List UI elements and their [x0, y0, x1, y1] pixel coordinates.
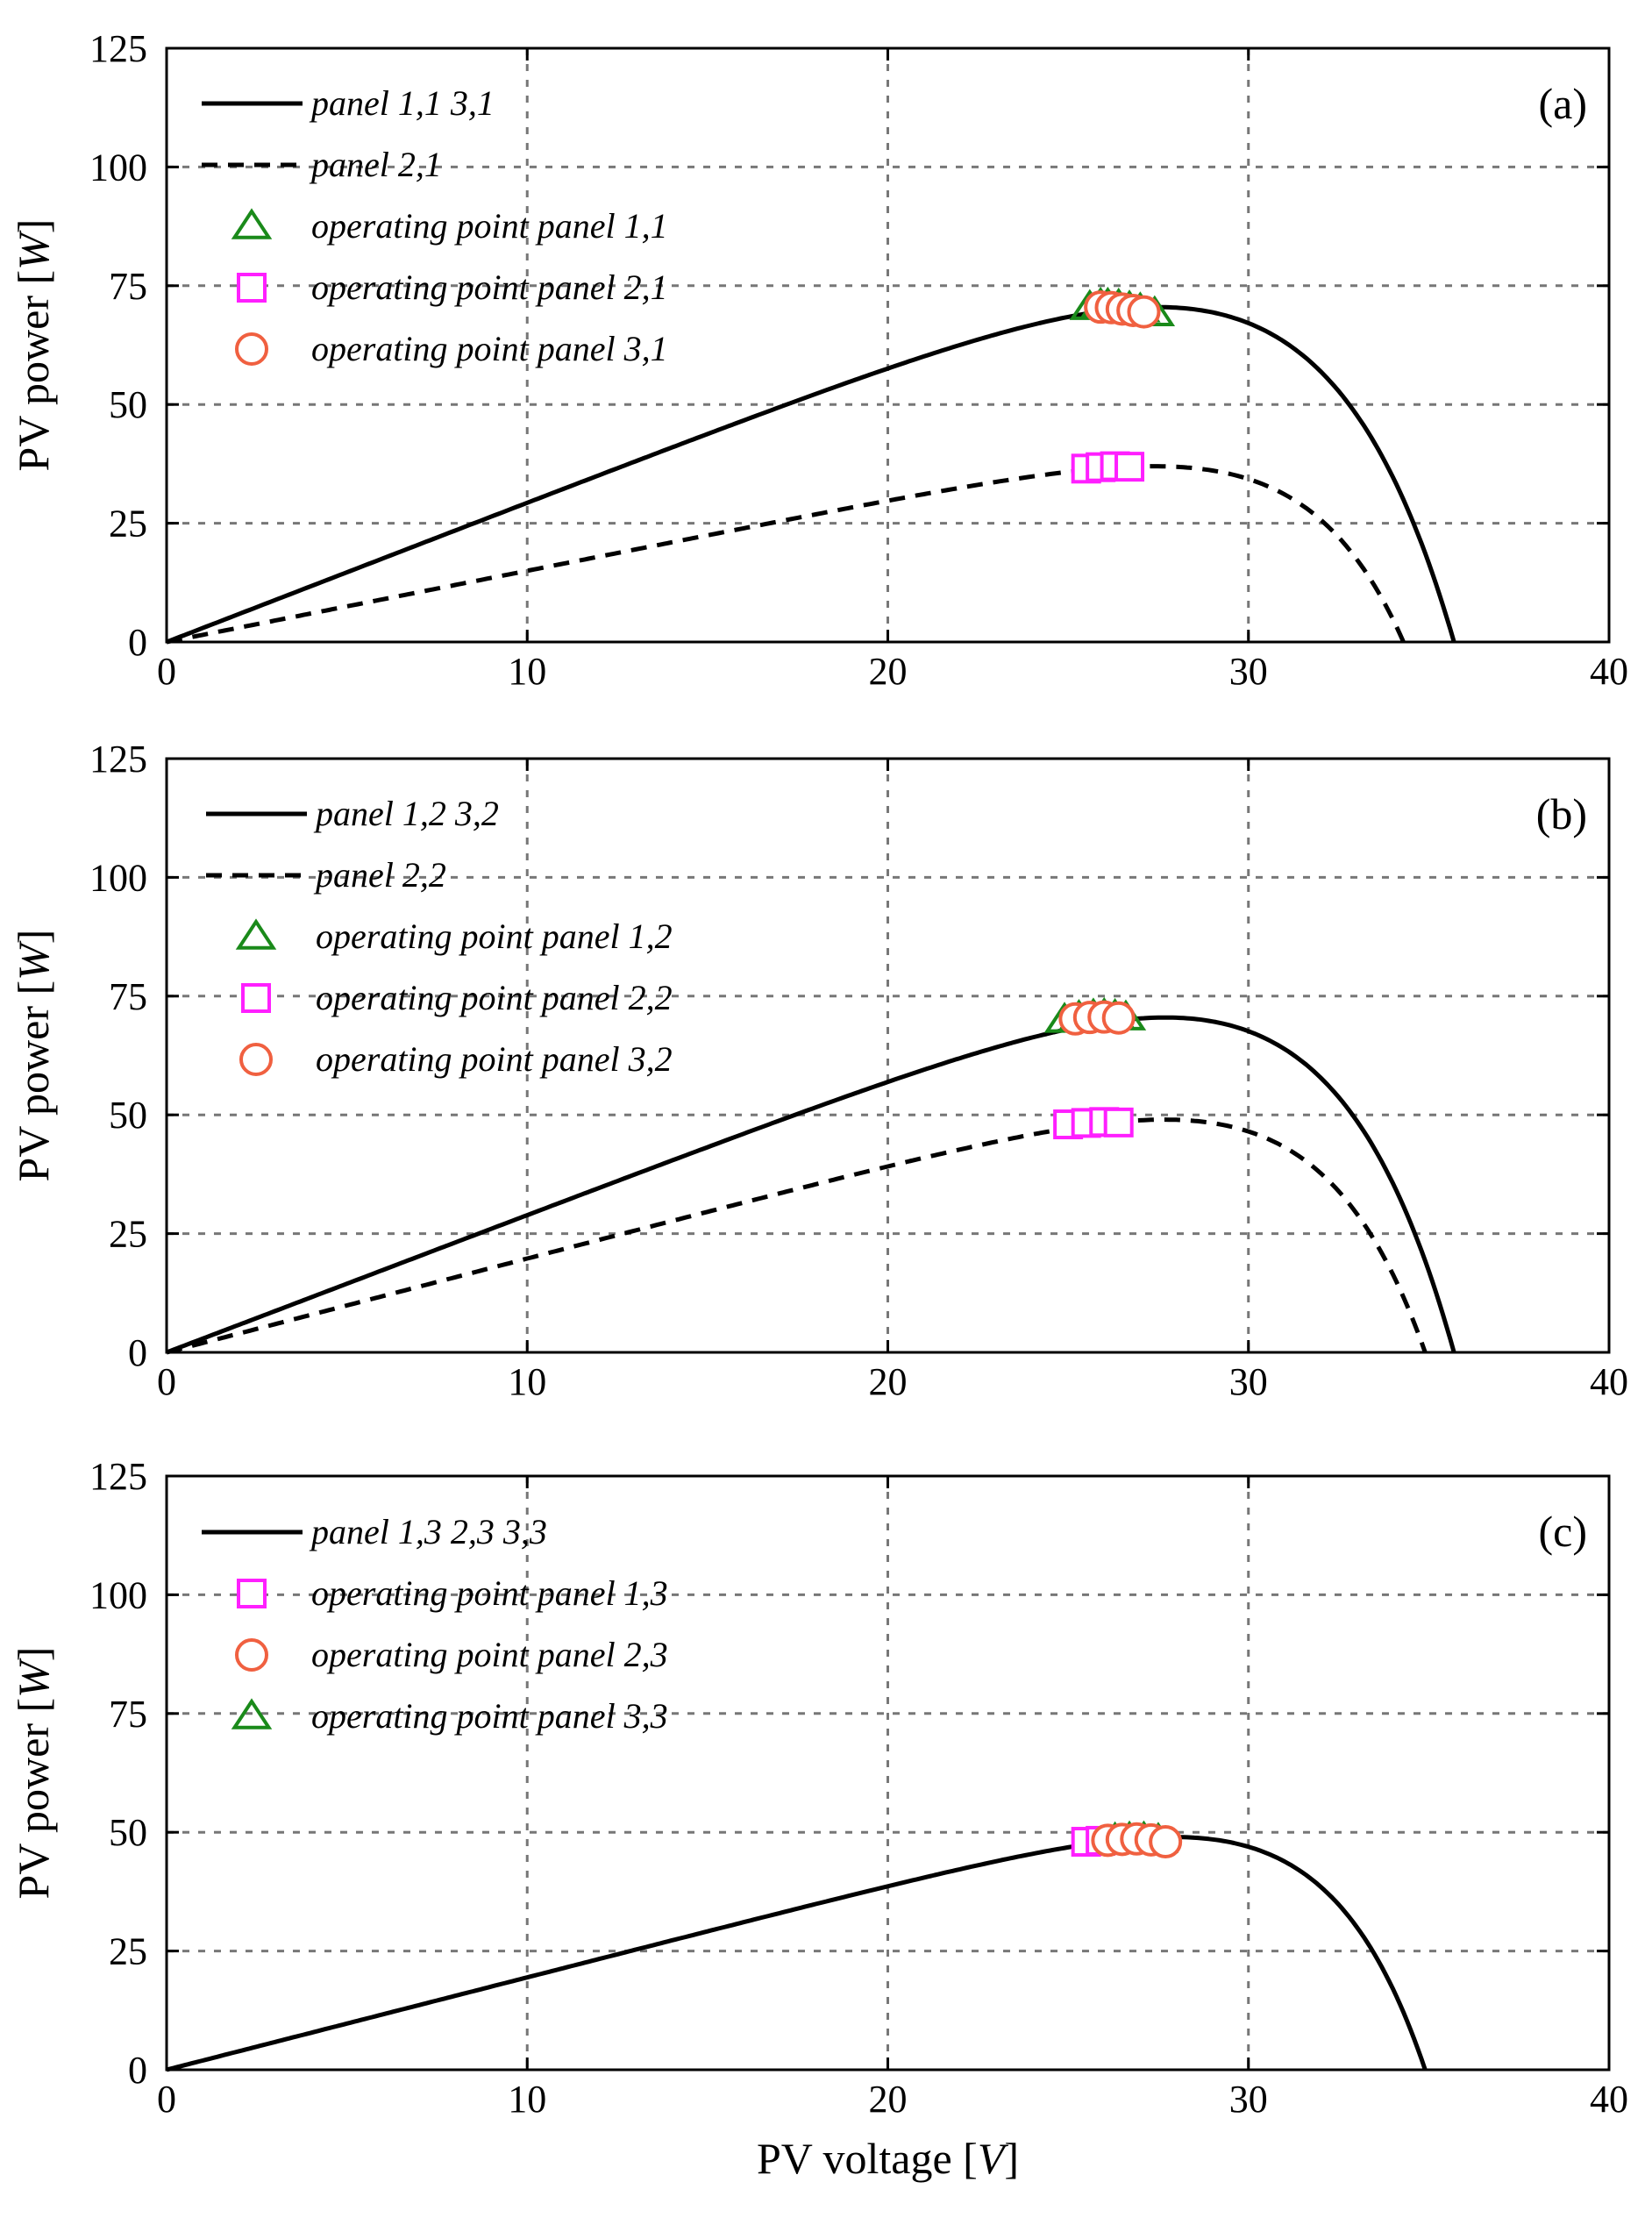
y-tick-label: 25 — [109, 503, 147, 546]
x-tick-label: 40 — [1590, 1360, 1628, 1403]
y-tick-label: 25 — [109, 1213, 147, 1256]
panel-label: (b) — [1536, 789, 1587, 838]
legend-marker-square — [243, 985, 269, 1011]
legend-label: operating point panel 3,1 — [311, 329, 668, 368]
x-tick-label: 10 — [508, 650, 546, 693]
x-tick-label: 20 — [869, 2078, 908, 2121]
chart-panel-c: 0 10 20 30 40 0 25 50 75 100 125 PV power [W] PV vol… — [9, 1455, 1628, 2183]
y-tick-label: 0 — [128, 1331, 147, 1374]
y-tick-label: 25 — [109, 1930, 147, 1973]
x-tick-label: 20 — [869, 650, 908, 693]
y-tick-label: 125 — [89, 1455, 147, 1498]
legend: panel 1,1 3,1 panel 2,1 operating point pa… — [202, 83, 668, 368]
x-tick-label: 20 — [869, 1360, 908, 1403]
legend-marker-circle — [241, 1045, 271, 1074]
legend: panel 1,2 3,2 panel 2,2 operating point pa… — [206, 794, 673, 1079]
legend-marker-triangle — [239, 922, 273, 948]
y-tick-label: 125 — [89, 27, 147, 70]
legend-marker-square — [239, 1580, 265, 1607]
x-tick-label: 40 — [1590, 2078, 1628, 2121]
operating-point-square — [1106, 1109, 1132, 1136]
x-tick-label: 30 — [1229, 650, 1268, 693]
y-tick-label: 125 — [89, 738, 147, 781]
legend-label: operating point panel 1,2 — [316, 916, 673, 956]
panel-label: (c) — [1539, 1507, 1588, 1556]
legend-label: operating point panel 1,1 — [311, 206, 668, 246]
x-tick-label: 0 — [157, 650, 176, 693]
legend-label: operating point panel 2,1 — [311, 267, 668, 307]
y-tick-label: 0 — [128, 2049, 147, 2092]
x-tick-label: 40 — [1590, 650, 1628, 693]
legend-label: panel 2,2 — [313, 855, 446, 895]
legend-label: operating point panel 3,2 — [316, 1039, 673, 1079]
legend-label: operating point panel 2,3 — [311, 1635, 668, 1674]
x-tick-label: 0 — [157, 1360, 176, 1403]
x-tick-label: 10 — [508, 2078, 546, 2121]
y-tick-label: 75 — [109, 265, 147, 308]
y-tick-label: 75 — [109, 1693, 147, 1736]
legend: panel 1,3 2,3 3,3 operating point panel 1… — [202, 1512, 668, 1736]
y-tick-label: 75 — [109, 975, 147, 1018]
chart-panel-a: 0 10 20 30 40 0 25 50 75 100 125 PV power [W] (a) pan… — [9, 27, 1628, 693]
operating-point-circle — [1150, 1827, 1180, 1857]
x-tick-label: 0 — [157, 2078, 176, 2121]
panel-label: (a) — [1539, 79, 1588, 128]
y-axis-label: PV power [W] — [9, 219, 58, 472]
x-axis-label: PV voltage [V] — [757, 2134, 1019, 2183]
chart-panel-b: 0 10 20 30 40 0 25 50 75 100 125 PV power [W] (b) pan… — [9, 738, 1628, 1403]
legend-label: operating point panel 3,3 — [311, 1696, 668, 1736]
legend-label: panel 1,2 3,2 — [313, 794, 499, 833]
legend-label: panel 1,3 2,3 3,3 — [309, 1512, 547, 1551]
legend-marker-square — [239, 275, 265, 301]
y-tick-label: 0 — [128, 621, 147, 664]
legend-marker-circle — [237, 334, 267, 364]
y-tick-label: 100 — [89, 1573, 147, 1616]
operating-point-square — [1116, 453, 1143, 480]
y-tick-label: 50 — [109, 1094, 147, 1137]
pv-power-figure: 0 10 20 30 400255075100125PV power [W](a)pan… — [0, 0, 1652, 2225]
y-tick-label: 50 — [109, 1811, 147, 1854]
x-tick-label: 10 — [508, 1360, 546, 1403]
y-tick-label: 100 — [89, 146, 147, 189]
plot-frame — [167, 1476, 1609, 2070]
series-line — [167, 1837, 1425, 2070]
legend-label: panel 2,1 — [309, 145, 442, 184]
y-axis-label: PV power [W] — [9, 930, 58, 1182]
x-tick-label: 30 — [1229, 1360, 1268, 1403]
operating-point-circle — [1129, 297, 1158, 327]
legend-label: operating point panel 2,2 — [316, 978, 673, 1017]
y-tick-label: 100 — [89, 856, 147, 899]
series-line — [167, 1120, 1425, 1352]
legend-marker-circle — [237, 1640, 267, 1670]
x-tick-label: 30 — [1229, 2078, 1268, 2121]
y-tick-label: 50 — [109, 383, 147, 426]
operating-point-circle — [1104, 1003, 1134, 1033]
legend-label: panel 1,1 3,1 — [309, 83, 495, 123]
series-line — [167, 467, 1404, 642]
legend-marker-triangle — [234, 211, 268, 238]
y-axis-label: PV power [W] — [9, 1647, 58, 1900]
legend-label: operating point panel 1,3 — [311, 1573, 668, 1613]
